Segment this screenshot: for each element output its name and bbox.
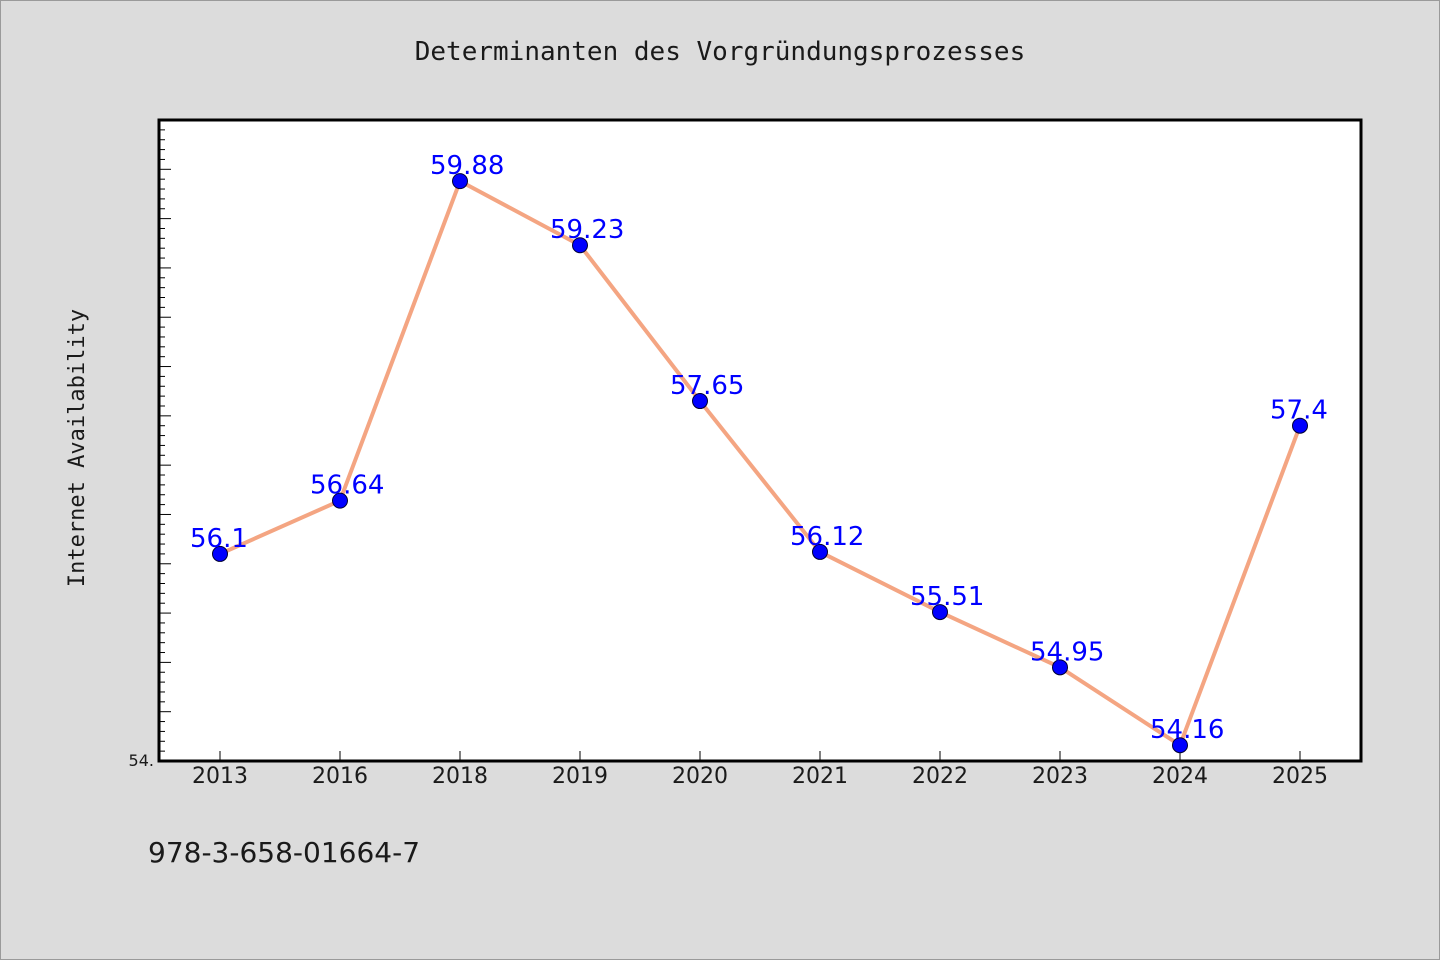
x-tick-label: 2020: [672, 764, 728, 789]
data-point: [692, 393, 708, 410]
data-label: 56.12: [790, 522, 864, 552]
data-label: 56.1: [190, 524, 248, 554]
data-point: [572, 237, 588, 254]
data-label: 59.23: [550, 215, 624, 245]
data-point: [1172, 737, 1188, 754]
x-tick-label: 2025: [1272, 764, 1328, 789]
y-tick-label: 54.: [129, 751, 154, 770]
x-axis-labels: 2013 2016 2018 2019 2020 2021 2022 2023 2024 2025: [192, 764, 1328, 789]
series-line: [219, 179, 1302, 748]
data-point: [212, 545, 228, 562]
series-markers: [212, 173, 1308, 754]
chart-title: Determinanten des Vorgründungsprozesses: [415, 37, 1025, 67]
data-point: [932, 604, 948, 621]
series-line-group: [219, 179, 1302, 748]
data-label: 56.64: [310, 471, 384, 501]
data-point: [812, 543, 828, 560]
x-tick-label: 2023: [1032, 764, 1088, 789]
data-point: [452, 173, 468, 190]
data-label: 54.95: [1030, 637, 1104, 667]
x-tick-label: 2022: [912, 764, 968, 789]
data-label: 57.4: [1270, 396, 1328, 426]
x-tick-label: 2019: [552, 764, 608, 789]
x-tick-label: 2021: [792, 764, 848, 789]
y-axis-label: Internet Availability: [65, 309, 90, 587]
x-tick-label: 2016: [312, 764, 368, 789]
y-axis-ticks: [159, 129, 171, 752]
data-labels: 56.1 56.64 59.88 59.23 57.65 56.12 55.51 54.95 5…: [190, 151, 1328, 745]
data-label: 55.51: [910, 582, 984, 612]
x-tick-label: 2018: [432, 764, 488, 789]
data-label: 57.65: [670, 371, 744, 401]
data-point: [1292, 417, 1308, 434]
x-tick-label: 2013: [192, 764, 248, 789]
data-point: [332, 492, 348, 509]
data-point: [1052, 659, 1068, 676]
data-label: 59.88: [430, 151, 504, 181]
isbn-text: 978-3-658-01664-7: [148, 836, 420, 869]
plot-area: [157, 118, 1363, 763]
x-tick-label: 2024: [1152, 764, 1208, 789]
data-label: 54.16: [1150, 715, 1224, 745]
